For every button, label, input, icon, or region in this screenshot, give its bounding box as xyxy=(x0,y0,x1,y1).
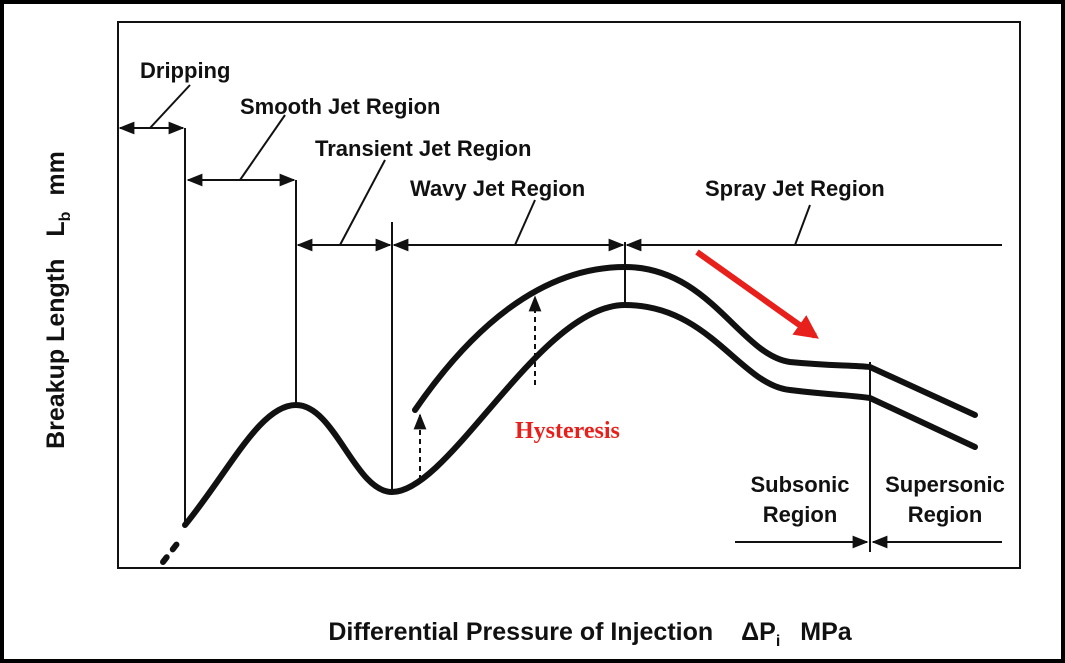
label-part: MPa xyxy=(800,618,853,646)
label-part: L xyxy=(42,221,70,236)
region-label: Wavy Jet Region xyxy=(410,176,585,201)
hysteresis-label: Hysteresis xyxy=(515,418,620,444)
region-lines xyxy=(118,84,1002,552)
label-part: Breakup Length xyxy=(42,259,70,449)
label-part: b xyxy=(57,211,74,221)
subsonic-label: Region xyxy=(763,502,838,527)
subsonic-label: Subsonic xyxy=(750,472,849,497)
supersonic-label: Supersonic xyxy=(885,472,1005,497)
label-part: Differential Pressure of Injection xyxy=(328,618,713,646)
y-axis-label: Breakup Length Lb mm xyxy=(42,151,74,449)
dotted-start xyxy=(160,537,183,565)
upper-curve xyxy=(412,263,978,418)
lower-curve xyxy=(182,301,978,528)
region-label: Dripping xyxy=(140,58,230,83)
label-part: i xyxy=(776,633,780,650)
plot-frame xyxy=(117,21,1021,569)
region-label: Spray Jet Region xyxy=(705,176,885,201)
supersonic-label: Region xyxy=(908,502,983,527)
label-part: ΔP xyxy=(741,618,776,646)
x-axis-label: Differential Pressure of Injection ΔPi MPa xyxy=(328,618,852,650)
label-part: mm xyxy=(42,151,70,195)
trend-arrow xyxy=(695,249,819,339)
region-label: Transient Jet Region xyxy=(315,136,531,161)
region-label: Smooth Jet Region xyxy=(240,94,440,119)
curves xyxy=(160,263,978,565)
